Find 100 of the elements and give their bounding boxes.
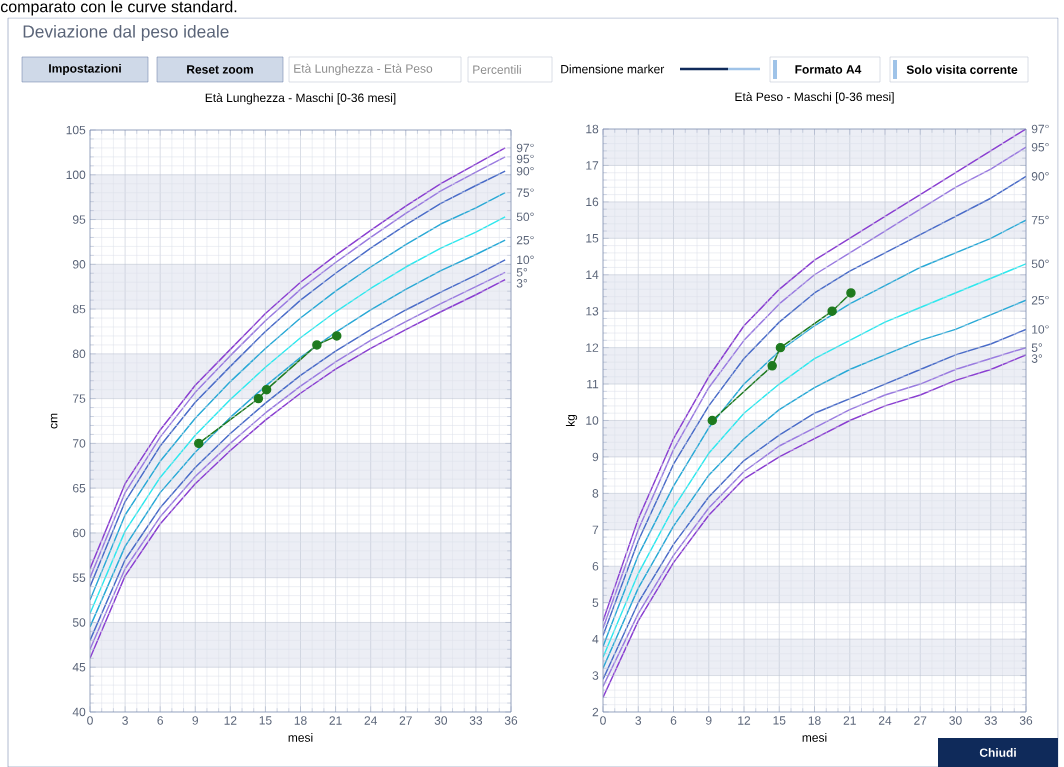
y-tick-label: 70 [73,439,86,448]
text: Chiudi [979,748,1016,757]
point [767,361,777,371]
y-tick-label: 14 [586,270,599,279]
point [827,306,837,316]
y-tick-label: 15 [586,234,599,243]
point [194,438,204,449]
series-label: 25° [1031,296,1049,305]
x-tick-label: 36 [1019,716,1033,725]
y-tick-label: 5 [592,598,599,607]
x-tick-label: 6 [157,716,163,725]
y-tick-label: 8 [592,489,599,498]
y-tick-label: 4 [592,634,599,644]
y-tick-label: 45 [72,663,86,672]
series-label: 5° [516,268,528,277]
series-label: 25° [516,235,534,245]
text: Percentili [473,65,521,74]
x-tick-label: 9 [192,716,199,725]
series-label: 97° [516,143,534,153]
x-tick-label: 15 [259,716,272,725]
y-tick-label: 60 [73,528,86,538]
point [312,340,322,350]
x-tick-label: 12 [738,716,751,725]
y-tick-label: 95 [72,215,86,224]
y-tick-label: 50 [72,618,86,627]
x-tick-label: 27 [399,716,412,725]
x-tick-label: 9 [705,716,712,725]
x-tick-label: 21 [329,716,342,725]
point [846,288,856,298]
series-label: 75° [516,188,534,197]
x-tick-label: 0 [600,716,606,725]
y-tick-label: 18 [586,124,599,134]
series-label: 10° [1032,325,1049,334]
y-tick-label: 2 [592,707,599,717]
series-label: 3° [1031,354,1043,363]
x-tick-label: 21 [843,716,856,725]
x-tick-label: 30 [949,716,962,725]
series-label: 5° [1031,343,1043,352]
point [332,331,342,341]
text: Reset zoom [187,65,253,74]
series-label: 75° [1031,215,1049,225]
x-tick-label: 33 [984,716,997,725]
y-tick-label: 40 [72,707,86,717]
y-tick-label: 13 [586,306,599,316]
x-tick-label: 3 [122,716,128,725]
y-tick-label: 9 [592,452,599,462]
y-tick-label: 100 [66,170,86,180]
text: Formato A4 [795,65,862,74]
x-tick-label: 18 [808,716,821,725]
series-label: 10° [517,255,534,265]
y-axis-title: kg [565,414,578,427]
x-tick-label: 24 [878,716,892,725]
series-label: 50° [516,212,534,222]
point [253,393,264,404]
y-tick-label: 80 [72,349,86,359]
chart-title: Età Peso - Maschi [0-36 mesi] [735,92,894,104]
x-tick-label: 18 [294,716,307,725]
x-tick-label: 24 [364,716,377,725]
x-tick-label: 36 [504,716,518,725]
text: Solo visita corrente [906,65,1018,74]
x-tick-label: 3 [635,716,642,725]
point [775,342,786,353]
y-tick-label: 17 [586,161,599,170]
x-axis-title: mesi [288,733,313,742]
series-label: 50° [1031,259,1049,269]
y-tick-label: 65 [73,483,86,493]
x-tick-label: 15 [773,716,786,725]
x-tick-label: 27 [914,716,927,725]
y-tick-label: 6 [592,561,599,571]
series-label: 90° [516,166,534,176]
y-tick-label: 90 [72,260,86,269]
y-tick-label: 105 [66,125,86,135]
y-tick-label: 10 [586,416,599,425]
text: Età Lunghezza - Età Peso [294,63,433,76]
series-label: 95° [516,154,534,164]
series-label: 90° [1031,172,1049,181]
text: Impostazioni [49,63,121,76]
x-tick-label: 33 [469,716,483,725]
y-tick-label: 3 [592,671,599,680]
chart-title: Età Lunghezza - Maschi [0-36 mesi] [205,93,396,105]
x-axis-title: mesi [802,733,827,742]
x-tick-label: 12 [224,716,237,725]
series-label: 97° [1031,124,1049,134]
y-tick-label: 11 [587,379,599,389]
y-tick-label: 12 [586,343,599,352]
y-tick-label: 55 [72,573,86,582]
text: Dimensione marker [561,64,665,74]
y-tick-label: 16 [586,197,599,207]
point [707,415,718,426]
text: comparato con le curve standard. [0,0,237,16]
x-tick-label: 30 [434,716,448,725]
point [261,384,272,395]
x-tick-label: 0 [87,716,93,725]
y-axis-title: cm [50,413,58,429]
y-tick-label: 75 [73,394,86,403]
text: Deviazione dal peso ideale [23,24,229,42]
y-tick-label: 85 [72,304,86,314]
series-label: 3° [516,279,528,288]
series-label: 95° [1031,142,1049,152]
y-tick-label: 7 [592,525,599,534]
